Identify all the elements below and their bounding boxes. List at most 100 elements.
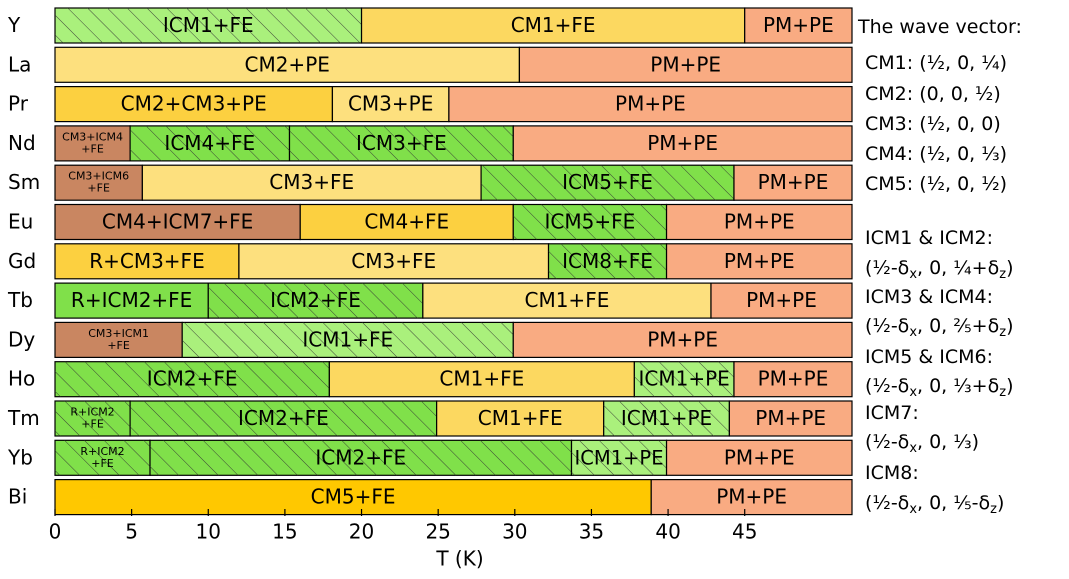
x-tick-label: 25 — [425, 520, 450, 544]
segment-label: ICM4+FE — [164, 131, 255, 155]
segment-label: +FE — [87, 182, 110, 195]
segment-label: ICM2+FE — [238, 406, 329, 430]
legend-text: ) — [1006, 315, 1013, 337]
legend-text: (½-δ — [865, 315, 909, 337]
segment — [54, 321, 183, 358]
segment-label: CM1+FE — [478, 406, 563, 430]
row-label: Gd — [8, 249, 36, 273]
segment — [744, 7, 853, 44]
segment — [665, 203, 853, 241]
row-label: Tb — [7, 288, 33, 312]
legend-line: ICM7: — [865, 402, 919, 424]
segment-label: PM+PE — [724, 249, 795, 273]
legend-text: ICM5 & ICM6: — [865, 346, 993, 368]
legend-text: , 0, ⅓+δ — [917, 375, 999, 397]
segment-label: ICM3+FE — [356, 131, 447, 155]
segment — [54, 282, 209, 319]
x-tick-label: 45 — [732, 520, 757, 544]
segment — [54, 125, 131, 162]
legend-line: ICM1 & ICM2: — [865, 227, 993, 249]
x-tick-label: 5 — [125, 520, 138, 544]
row-label: Tm — [7, 406, 40, 430]
legend-text: CM4: (½, 0, ⅓) — [865, 143, 1007, 165]
segment-label: ICM2+FE — [270, 288, 361, 312]
legend-text: CM2: (0, 0, ½) — [865, 83, 1001, 105]
segment-label: ICM1+PE — [639, 367, 730, 391]
row-label: Nd — [8, 131, 36, 155]
segment-label: +FE — [91, 457, 114, 470]
segment-label: PM+PE — [755, 406, 826, 430]
segment-label: ICM5+FE — [545, 210, 636, 234]
segment-label: CM3+FE — [269, 170, 354, 194]
segment-label: CM3+ICM4 — [62, 130, 123, 143]
subscript: x — [909, 441, 917, 456]
segment-label: R+CM3+FE — [89, 249, 205, 273]
legend-text: CM1: (½, 0, ¼) — [865, 52, 1007, 74]
legend-text: , 0, ⅖+δ — [917, 315, 999, 337]
legend-line: CM2: (0, 0, ½) — [865, 83, 1001, 105]
segment-label: +FE — [81, 418, 104, 431]
segment — [733, 361, 853, 398]
segment-label: R+ICM2+FE — [71, 288, 192, 312]
legend-text: The wave vector: — [857, 16, 1022, 38]
segment — [518, 46, 853, 83]
legend-text: ) — [1006, 375, 1013, 397]
legend-line: CM1: (½, 0, ¼) — [865, 52, 1007, 74]
segment — [54, 85, 334, 123]
segment-label: +FE — [81, 142, 104, 155]
segment — [728, 400, 853, 437]
segment-label: CM1+FE — [511, 13, 596, 37]
legend-text: ICM1 & ICM2: — [865, 227, 993, 249]
legend-text: ICM3 & ICM4: — [865, 286, 993, 308]
segment-label: CM1+FE — [524, 288, 609, 312]
legend-line: ICM3 & ICM4: — [865, 286, 993, 308]
x-tick-label: 20 — [349, 520, 374, 544]
legend-text: CM3: (½, 0, 0) — [865, 113, 1001, 135]
segment-label: CM5+FE — [311, 485, 396, 509]
legend-text: ICM7: — [865, 402, 919, 424]
subscript: x — [909, 267, 917, 282]
legend-text: (½-δ — [865, 375, 909, 397]
legend-line: (½-δx, 0, ¼+δz) — [865, 257, 1013, 282]
segment-label: +FE — [107, 339, 130, 352]
subscript: z — [999, 267, 1006, 282]
segment — [141, 164, 482, 201]
x-axis-label: T (K) — [435, 547, 483, 571]
row-label: Bi — [8, 485, 27, 509]
segment — [238, 243, 550, 280]
segment-label: PM+PE — [746, 288, 817, 312]
segment — [512, 125, 853, 162]
subscript: z — [999, 325, 1006, 340]
segment — [436, 400, 605, 437]
segment-label: CM3+ICM1 — [88, 327, 149, 340]
legend-text: CM5: (½, 0, ½) — [865, 173, 1007, 195]
segment-label: ICM1+FE — [163, 13, 254, 37]
legend-text: ICM8: — [865, 462, 919, 484]
segment-label: PM+PE — [647, 327, 718, 351]
row-label: La — [8, 52, 31, 76]
segment-label: PM+PE — [647, 131, 718, 155]
segment-label: ICM2+FE — [315, 445, 406, 469]
segment — [512, 321, 853, 358]
segment-label: PM+PE — [615, 92, 686, 116]
segment-label: PM+PE — [650, 52, 721, 76]
row-label: Yb — [7, 445, 33, 469]
segment — [54, 203, 301, 241]
legend-line: (½-δx, 0, ⅕-δz) — [865, 492, 1004, 517]
segment — [733, 164, 853, 201]
segment — [710, 282, 853, 319]
segment — [665, 439, 853, 476]
segment — [360, 7, 746, 44]
legend-text: ) — [997, 492, 1004, 514]
segment-label: PM+PE — [716, 485, 787, 509]
segment-label: ICM2+FE — [147, 367, 238, 391]
legend-line: CM4: (½, 0, ⅓) — [865, 143, 1007, 165]
segment-label: ICM5+FE — [562, 170, 653, 194]
legend-text: , 0, ⅓) — [917, 431, 979, 453]
row-label: Ho — [8, 367, 35, 391]
segment — [650, 479, 853, 516]
row-label: Sm — [8, 170, 40, 194]
segment-label: ICM8+FE — [562, 249, 653, 273]
x-tick-label: 0 — [49, 520, 62, 544]
